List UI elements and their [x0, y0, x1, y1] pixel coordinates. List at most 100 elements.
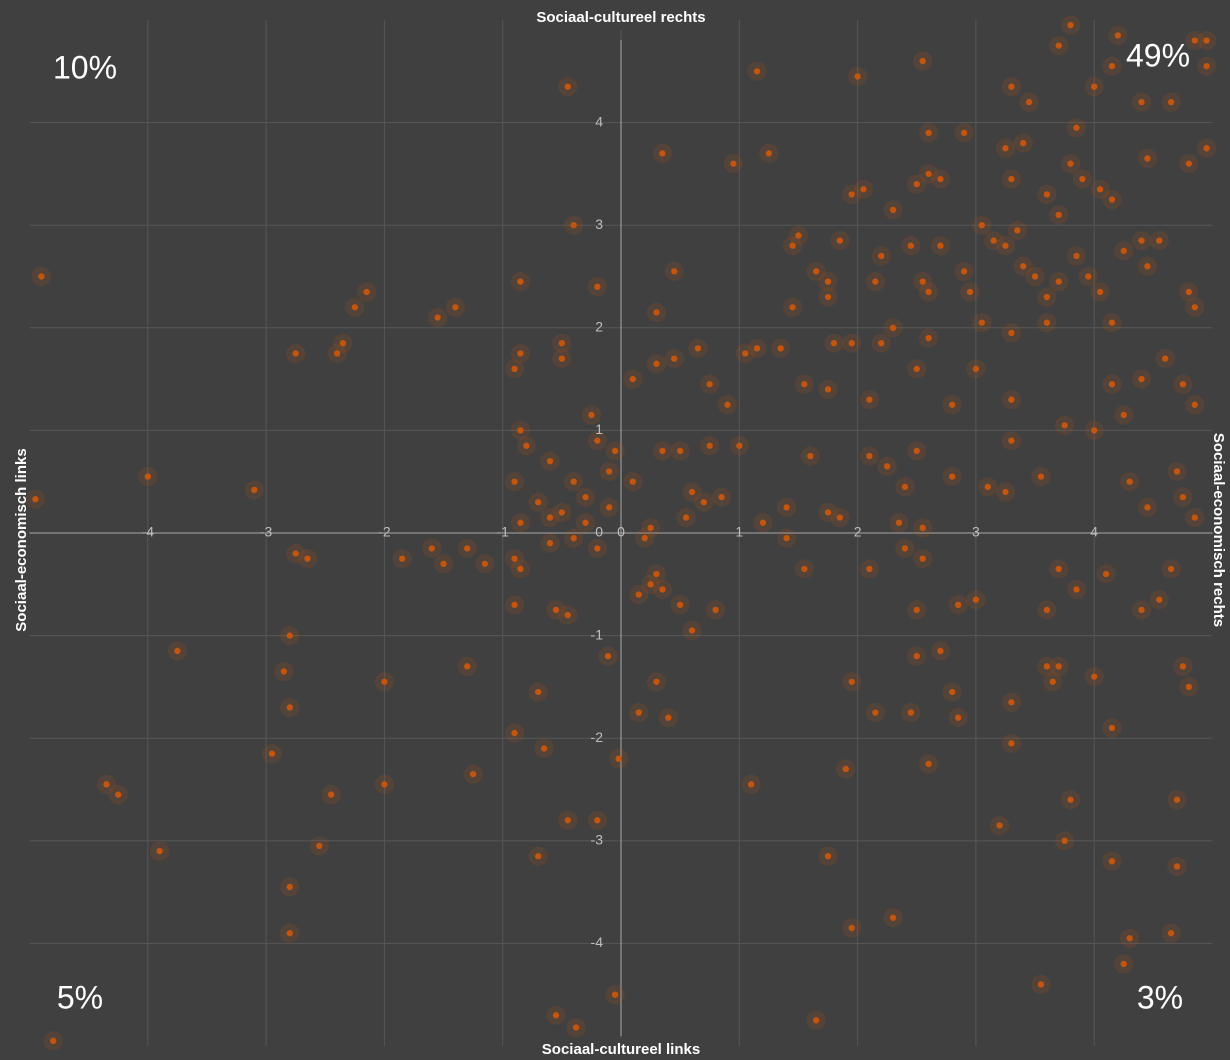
- point: [1102, 189, 1122, 210]
- point: [433, 554, 454, 574]
- point: [528, 492, 548, 512]
- point: [575, 513, 596, 533]
- point: [912, 271, 933, 292]
- point: [853, 179, 874, 199]
- point: [954, 261, 974, 282]
- point: [930, 641, 951, 661]
- point: [818, 379, 838, 400]
- point: [818, 502, 838, 523]
- point: [877, 456, 897, 477]
- point: [1084, 76, 1104, 97]
- point: [912, 548, 933, 569]
- point: [510, 513, 531, 533]
- point: [528, 682, 548, 702]
- point: [528, 846, 548, 866]
- grid: [29, 20, 1213, 1046]
- point: [149, 841, 170, 861]
- point: [546, 1005, 566, 1025]
- point: [623, 472, 643, 492]
- point: [948, 707, 968, 728]
- point: [776, 497, 797, 518]
- x-tick-label: 2: [854, 524, 862, 540]
- point: [1119, 928, 1140, 948]
- point: [1072, 169, 1093, 189]
- y-tick-label: -1: [591, 626, 604, 642]
- point: [818, 271, 838, 292]
- point: [676, 507, 696, 528]
- point: [907, 646, 927, 666]
- point: [1173, 487, 1193, 507]
- point: [1031, 466, 1051, 487]
- point: [705, 600, 726, 620]
- point: [670, 595, 690, 615]
- point: [747, 61, 767, 82]
- point: [280, 923, 300, 943]
- point: [841, 672, 862, 692]
- point: [1060, 15, 1081, 35]
- point: [108, 784, 128, 805]
- x-tick-label: -4: [142, 524, 155, 540]
- x-tick-label: 0: [617, 524, 625, 540]
- point: [694, 492, 714, 512]
- point: [1114, 954, 1134, 974]
- point: [895, 477, 915, 497]
- point: [640, 518, 661, 538]
- point: [475, 554, 495, 574]
- point: [634, 528, 655, 548]
- point: [1185, 297, 1205, 317]
- point: [1137, 148, 1158, 169]
- point: [901, 236, 921, 256]
- point: [558, 605, 578, 625]
- point: [1037, 184, 1057, 205]
- point: [646, 354, 667, 374]
- point: [1084, 420, 1104, 441]
- point: [883, 318, 903, 338]
- point: [995, 482, 1016, 502]
- point: [1013, 256, 1033, 276]
- point: [646, 672, 667, 692]
- point: [563, 472, 584, 492]
- point: [847, 66, 868, 87]
- point: [841, 184, 862, 205]
- point: [167, 641, 188, 661]
- x-tick-label: -1: [496, 524, 509, 540]
- point: [682, 620, 702, 641]
- point: [989, 815, 1010, 836]
- point: [1090, 179, 1110, 199]
- point: [640, 574, 661, 594]
- quadrant-label: 10%: [53, 49, 117, 85]
- point: [859, 389, 880, 410]
- point: [374, 774, 395, 795]
- point: [457, 656, 477, 677]
- point: [605, 441, 625, 461]
- point: [598, 646, 618, 666]
- point: [25, 489, 46, 509]
- point: [587, 810, 608, 830]
- point: [1037, 656, 1057, 677]
- point: [280, 625, 300, 646]
- point: [729, 436, 749, 456]
- point: [883, 200, 903, 220]
- point: [546, 600, 566, 620]
- point: [1037, 312, 1057, 333]
- point: [1114, 241, 1134, 261]
- point: [682, 482, 702, 502]
- point: [1179, 677, 1199, 697]
- point: [587, 430, 608, 451]
- point: [43, 1031, 63, 1051]
- point: [1066, 118, 1087, 138]
- point: [652, 441, 673, 461]
- point: [581, 405, 602, 425]
- point: [1155, 348, 1175, 369]
- point: [321, 784, 341, 805]
- point: [782, 297, 803, 317]
- point: [983, 230, 1004, 251]
- point: [1149, 230, 1169, 251]
- point: [942, 682, 962, 702]
- point: [948, 595, 968, 615]
- point: [1031, 974, 1051, 995]
- point: [1060, 153, 1081, 174]
- point: [504, 548, 525, 569]
- point: [1054, 415, 1075, 435]
